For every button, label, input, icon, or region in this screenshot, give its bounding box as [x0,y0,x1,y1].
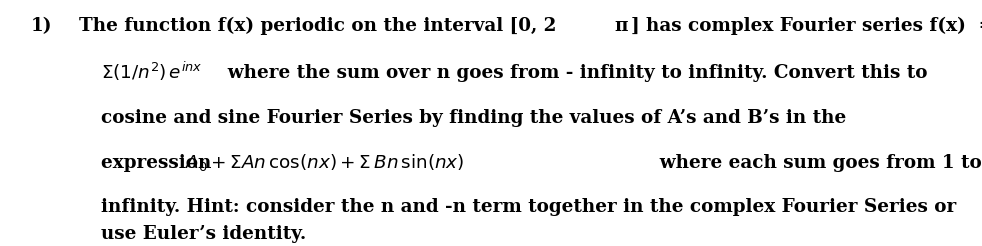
Text: π: π [614,17,627,35]
Text: $A_0 + \Sigma \mathit{An}\,\mathrm{cos}(\mathit{nx}) + \Sigma\,\mathit{Bn}\,\mat: $A_0 + \Sigma \mathit{An}\,\mathrm{cos}(… [185,152,464,173]
Text: 1): 1) [31,17,52,35]
Text: where the sum over n goes from - infinity to infinity. Convert this to: where the sum over n goes from - infinit… [215,64,927,82]
Text: $\Sigma(1/n^2)\,e^{inx}$: $\Sigma(1/n^2)\,e^{inx}$ [101,59,203,83]
Text: cosine and sine Fourier Series by finding the values of A’s and B’s in the: cosine and sine Fourier Series by findin… [101,109,846,127]
Text: ] has complex Fourier series f(x)  =: ] has complex Fourier series f(x) = [630,17,982,35]
Text: expression: expression [101,154,218,172]
Text: use Euler’s identity.: use Euler’s identity. [101,225,306,243]
Text: infinity. Hint: consider the n and -n term together in the complex Fourier Serie: infinity. Hint: consider the n and -n te… [101,198,956,216]
Text: where each sum goes from 1 to: where each sum goes from 1 to [647,154,982,172]
Text: The function f(x) periodic on the interval [0, 2: The function f(x) periodic on the interv… [80,17,557,35]
